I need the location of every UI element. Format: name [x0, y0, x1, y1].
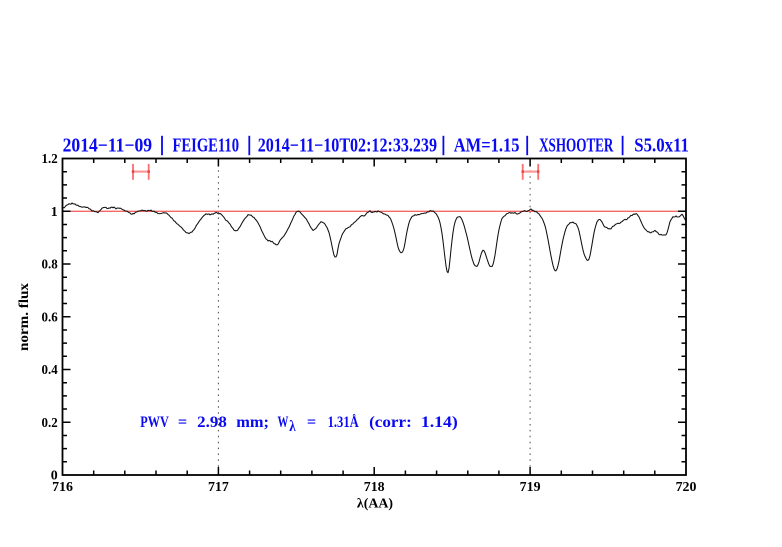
svg-text:717: 717: [208, 480, 229, 495]
svg-text:mm;: mm;: [236, 412, 269, 431]
svg-text:718: 718: [364, 480, 385, 495]
svg-text:=: =: [307, 412, 316, 431]
svg-text:2.98: 2.98: [197, 412, 227, 431]
svg-text:1.14): 1.14): [421, 412, 458, 431]
svg-text:720: 720: [676, 480, 697, 495]
svg-text:716: 716: [52, 480, 73, 495]
svg-text:AM=1.15: AM=1.15: [454, 135, 520, 156]
svg-text:W: W: [278, 412, 289, 431]
svg-text:λ: λ: [289, 416, 296, 435]
svg-text:S5.0x11: S5.0x11: [634, 135, 689, 156]
svg-text:=: =: [178, 412, 187, 431]
svg-text:PWV: PWV: [140, 412, 169, 431]
svg-text:1.2: 1.2: [42, 152, 58, 167]
svg-text:(corr:: (corr:: [369, 412, 412, 431]
svg-text:FEIGE110: FEIGE110: [173, 135, 240, 156]
svg-text:λ(AA): λ(AA): [357, 496, 394, 511]
svg-text:0.2: 0.2: [42, 416, 58, 431]
svg-text:1: 1: [51, 205, 58, 220]
svg-text:XSHOOTER: XSHOOTER: [539, 135, 614, 156]
svg-text:norm. flux: norm. flux: [17, 283, 32, 351]
svg-text:2014−11−10T02:12:33.239: 2014−11−10T02:12:33.239: [258, 135, 437, 156]
svg-text:0: 0: [51, 469, 58, 484]
svg-text:0.8: 0.8: [42, 258, 58, 273]
svg-text:1.31Å: 1.31Å: [328, 412, 359, 431]
svg-text:0.6: 0.6: [42, 310, 58, 325]
svg-text:2014−11−09: 2014−11−09: [63, 135, 153, 156]
svg-text:719: 719: [520, 480, 541, 495]
svg-text:0.4: 0.4: [42, 363, 58, 378]
